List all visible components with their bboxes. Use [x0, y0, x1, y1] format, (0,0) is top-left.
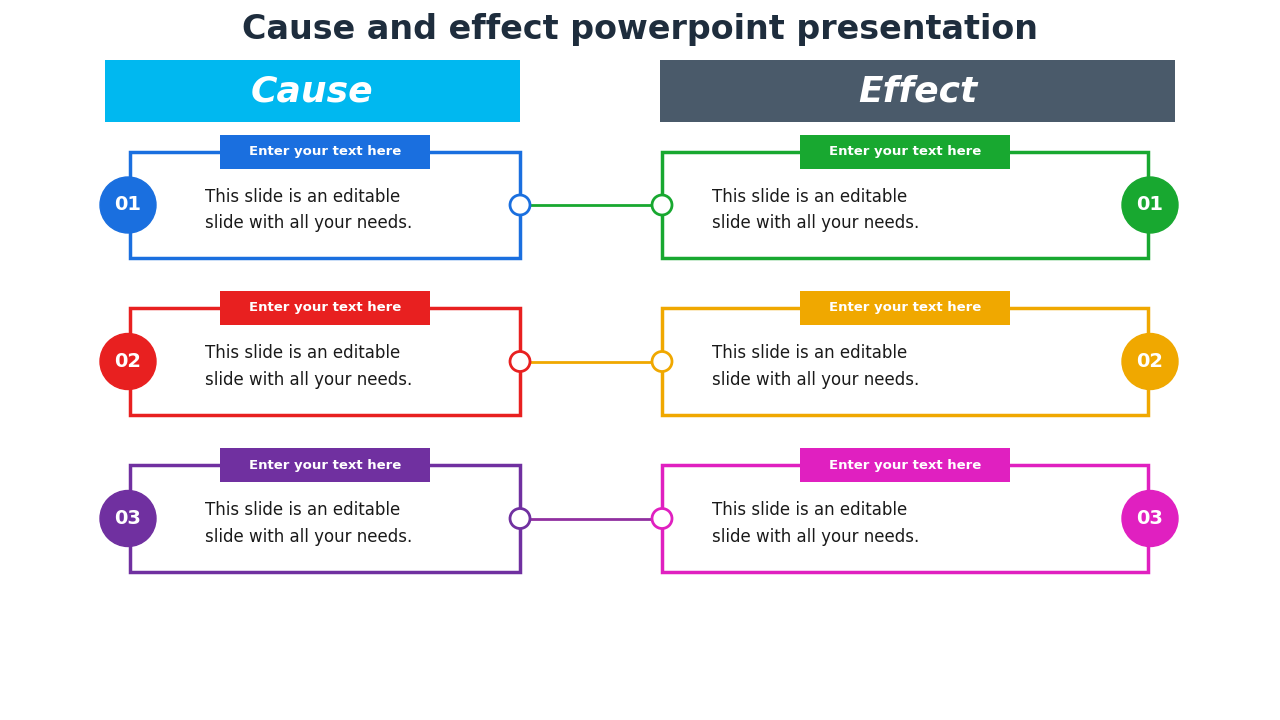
Text: Enter your text here: Enter your text here [829, 145, 982, 158]
Polygon shape [662, 152, 1148, 258]
Text: This slide is an editable
slide with all your needs.: This slide is an editable slide with all… [205, 501, 412, 546]
Circle shape [652, 351, 672, 372]
Text: Enter your text here: Enter your text here [248, 459, 401, 472]
Circle shape [509, 351, 530, 372]
Text: Enter your text here: Enter your text here [248, 145, 401, 158]
Polygon shape [220, 135, 430, 169]
Polygon shape [662, 308, 1148, 415]
Circle shape [1123, 177, 1178, 233]
Text: Cause: Cause [251, 74, 374, 108]
Polygon shape [660, 60, 1175, 122]
Text: Enter your text here: Enter your text here [248, 302, 401, 315]
Polygon shape [800, 448, 1010, 482]
Text: 03: 03 [1137, 509, 1164, 528]
Text: This slide is an editable
slide with all your needs.: This slide is an editable slide with all… [712, 344, 919, 389]
Circle shape [100, 177, 156, 233]
Polygon shape [800, 291, 1010, 325]
Text: Enter your text here: Enter your text here [829, 302, 982, 315]
Text: This slide is an editable
slide with all your needs.: This slide is an editable slide with all… [205, 344, 412, 389]
Text: 02: 02 [1137, 352, 1164, 371]
Polygon shape [131, 308, 520, 415]
Circle shape [1123, 333, 1178, 390]
Polygon shape [220, 448, 430, 482]
Circle shape [509, 195, 530, 215]
Text: This slide is an editable
slide with all your needs.: This slide is an editable slide with all… [205, 188, 412, 232]
Polygon shape [800, 135, 1010, 169]
Polygon shape [105, 60, 520, 122]
Text: 01: 01 [1137, 196, 1164, 215]
Polygon shape [220, 291, 430, 325]
Circle shape [652, 195, 672, 215]
Text: 02: 02 [114, 352, 142, 371]
Text: Enter your text here: Enter your text here [829, 459, 982, 472]
Circle shape [100, 490, 156, 546]
Text: Effect: Effect [858, 74, 977, 108]
Text: Cause and effect powerpoint presentation: Cause and effect powerpoint presentation [242, 14, 1038, 47]
Text: 03: 03 [115, 509, 141, 528]
Circle shape [100, 333, 156, 390]
Polygon shape [131, 152, 520, 258]
Circle shape [509, 508, 530, 528]
Circle shape [1123, 490, 1178, 546]
Polygon shape [662, 465, 1148, 572]
Text: This slide is an editable
slide with all your needs.: This slide is an editable slide with all… [712, 501, 919, 546]
Circle shape [652, 508, 672, 528]
Text: This slide is an editable
slide with all your needs.: This slide is an editable slide with all… [712, 188, 919, 232]
Polygon shape [131, 465, 520, 572]
Text: 01: 01 [114, 196, 142, 215]
